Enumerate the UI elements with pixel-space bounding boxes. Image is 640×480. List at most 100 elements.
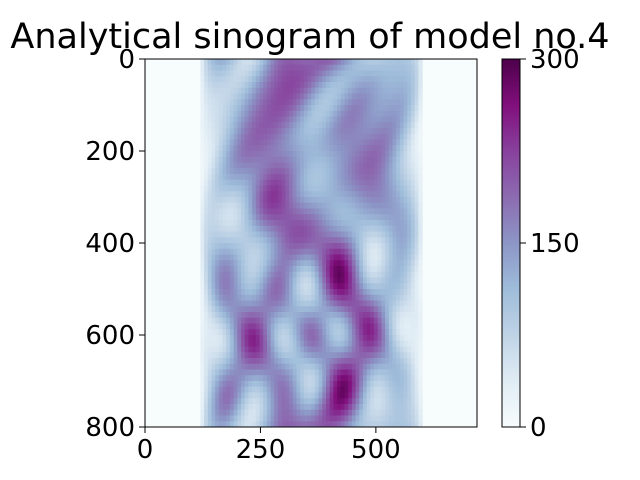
heatmap-cell [233,116,238,123]
heatmap-cell [333,185,338,192]
heatmap-cell [348,82,353,89]
heatmap-cell [359,289,364,296]
heatmap-cell [296,312,301,319]
heatmap-cell [248,375,253,382]
heatmap-cell [370,346,375,353]
heatmap-cell [296,340,301,348]
heatmap-cell [344,340,349,348]
heatmap-cell [303,421,309,427]
heatmap-cell [392,271,397,279]
heatmap-cell [277,76,283,83]
heatmap-cell [388,191,394,198]
heatmap-cell [318,317,323,325]
heatmap-cell [255,145,261,152]
heatmap-cell [392,59,397,66]
heatmap-cell [396,59,401,66]
heatmap-cell [403,116,408,123]
heatmap-cell [204,162,209,169]
heatmap-cell [200,317,205,325]
heatmap-cell [348,197,353,204]
heatmap-cell [351,174,357,181]
heatmap-cell [200,99,205,106]
heatmap-cell [215,289,220,296]
heatmap-cell [318,185,323,192]
heatmap-cell [403,335,408,342]
heatmap-cell [399,70,405,77]
heatmap-cell [281,76,286,83]
heatmap-cell [418,392,423,399]
heatmap-cell [414,248,419,256]
heatmap-cell [281,202,286,210]
heatmap-cell [270,191,275,198]
heatmap-cell [255,185,261,192]
heatmap-cell [215,352,220,359]
heatmap-cell [207,409,213,417]
heatmap-cell [348,128,353,135]
heatmap-cell [241,404,246,411]
heatmap-cell [244,225,250,233]
heatmap-cell [399,404,405,411]
heatmap-cell [222,300,227,307]
heatmap-cell [255,358,261,365]
heatmap-cell [300,266,305,273]
heatmap-cell [229,70,235,77]
heatmap-cell [277,277,283,284]
heatmap-cell [337,375,342,382]
heatmap-cell [311,191,316,198]
heatmap-cell [215,392,220,399]
heatmap-cell [292,82,298,89]
heatmap-cell [329,323,334,330]
heatmap-cell [392,358,397,365]
heatmap-cell [274,335,279,342]
heatmap-cell [340,197,346,204]
heatmap-cell [366,243,371,250]
heatmap-cell [329,363,334,371]
heatmap-cell [296,87,301,95]
heatmap-cell [266,421,272,427]
heatmap-cell [314,363,320,371]
heatmap-cell [200,392,205,399]
heatmap-cell [362,335,368,342]
heatmap-cell [333,369,338,376]
heatmap-cell [289,70,294,77]
heatmap-cell [241,145,246,152]
heatmap-cell [385,381,390,388]
heatmap-cell [248,312,253,319]
heatmap-cell [307,110,312,118]
heatmap-cell [289,174,294,181]
heatmap-cell [370,358,375,365]
heatmap-cell [418,156,423,164]
heatmap-cell [207,82,213,89]
heatmap-cell [388,151,394,158]
heatmap-cell [385,404,390,411]
heatmap-cell [311,145,316,152]
heatmap-cell [229,59,235,66]
heatmap-cell [377,271,383,279]
heatmap-cell [348,306,353,313]
heatmap-cell [255,243,261,250]
heatmap-cell [259,306,264,313]
heatmap-cell [244,358,250,365]
heatmap-cell [266,243,272,250]
heatmap-cell [300,271,305,279]
heatmap-cell [381,294,386,302]
heatmap-cell [333,110,338,118]
heatmap-cell [388,283,394,290]
heatmap-cell [200,260,205,267]
heatmap-cell [307,243,312,250]
heatmap-cell [418,128,423,135]
heatmap-cell [311,220,316,227]
heatmap-cell [226,168,231,175]
heatmap-cell [359,243,364,250]
heatmap-cell [222,289,227,296]
heatmap-cell [322,381,327,388]
heatmap-cell [355,122,360,129]
heatmap-cell [381,197,386,204]
heatmap-cell [337,283,342,290]
heatmap-cell [403,162,408,169]
heatmap-cell [229,145,235,152]
heatmap-cell [311,271,316,279]
heatmap-cell [396,266,401,273]
heatmap-cell [307,99,312,106]
heatmap-cell [333,105,338,112]
